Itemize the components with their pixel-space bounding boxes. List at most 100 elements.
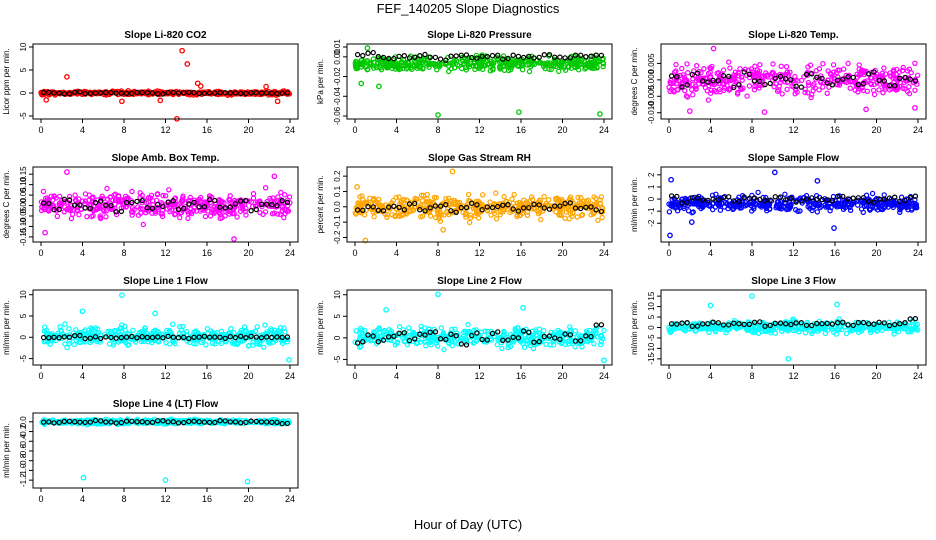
hourly-point: [103, 419, 109, 425]
data-point: [876, 87, 882, 93]
hourly-point: [746, 321, 753, 327]
panel-title: Slope Li-820 Pressure: [427, 30, 532, 41]
hourly-point: [757, 319, 763, 325]
data-point: [417, 65, 423, 71]
hourly-point: [212, 334, 218, 340]
data-point: [160, 421, 167, 427]
hourly-point: [212, 90, 218, 96]
data-point: [66, 207, 73, 213]
data-point: [167, 328, 173, 334]
data-point: [572, 344, 578, 350]
data-point: [541, 63, 547, 70]
hourly-point: [845, 74, 851, 80]
data-point: [191, 341, 197, 347]
hourly-point: [274, 334, 280, 340]
data-point: [575, 57, 582, 63]
hourly-point: [762, 81, 768, 88]
hourly-point: [144, 204, 150, 211]
hourly-point: [401, 53, 407, 59]
data-point: [742, 66, 748, 73]
hourly-point: [222, 89, 228, 96]
data-point: [401, 209, 407, 215]
hourly-point: [92, 90, 99, 96]
hourly-point: [56, 419, 62, 426]
hourly-point: [700, 197, 706, 203]
hourly-point: [432, 203, 439, 209]
data-point: [393, 194, 399, 201]
hourly-point: [489, 330, 496, 337]
hourly-point: [248, 333, 254, 339]
data-point: [521, 344, 528, 351]
hourly-point: [526, 205, 532, 211]
outlier-point: [834, 301, 840, 308]
data-point: [432, 335, 438, 342]
data-point: [62, 321, 68, 327]
outlier-point: [668, 176, 674, 183]
hourly-point: [375, 339, 381, 345]
hourly-point: [736, 321, 742, 327]
data-point: [733, 203, 740, 210]
y-tick-label: 5: [19, 67, 28, 72]
data-point: [601, 327, 607, 334]
data-point: [205, 208, 211, 214]
data-point: [418, 192, 425, 198]
hourly-point: [258, 335, 265, 341]
hourly-point: [458, 204, 464, 211]
data-point: [396, 194, 402, 200]
data-point: [264, 198, 270, 205]
hourly-point: [479, 53, 485, 60]
data-point: [472, 212, 478, 219]
data-point: [578, 194, 584, 201]
data-point: [841, 66, 847, 72]
x-tick-label: 20: [557, 248, 567, 258]
data-point: [807, 62, 814, 68]
data-point: [384, 214, 390, 220]
data-point: [285, 203, 291, 209]
hourly-point: [87, 335, 94, 341]
hourly-point: [375, 53, 381, 60]
hourly-point: [61, 334, 68, 340]
hourly-point: [134, 335, 140, 341]
data-point: [751, 86, 758, 93]
hourly-point: [258, 90, 265, 96]
data-point: [735, 70, 741, 76]
hourly-point: [751, 195, 758, 201]
hourly-point: [201, 90, 208, 97]
hourly-point: [588, 53, 594, 59]
data-point: [529, 334, 535, 340]
data-point: [693, 77, 700, 84]
hourly-point: [777, 194, 784, 200]
hourly-point: [731, 320, 737, 326]
hourly-point: [406, 55, 413, 61]
series-points: [352, 52, 607, 75]
data-point: [363, 58, 369, 64]
data-point: [368, 61, 374, 68]
data-point: [685, 208, 692, 214]
hourly-point: [463, 342, 470, 348]
x-tick-label: 20: [557, 125, 567, 135]
hourly-point: [165, 419, 171, 425]
hourly-point: [186, 89, 192, 96]
data-point: [585, 338, 591, 345]
y-axis-label: ml/min per min.: [630, 177, 639, 232]
hourly-point: [180, 419, 187, 426]
data-point: [118, 197, 124, 203]
hourly-point: [819, 321, 825, 327]
data-point: [551, 330, 558, 336]
data-point: [690, 321, 696, 327]
hourly-point: [541, 333, 548, 340]
data-point: [508, 66, 514, 73]
outlier-point: [516, 109, 522, 115]
hourly-point: [463, 52, 470, 58]
data-point: [162, 193, 169, 199]
hourly-point: [505, 55, 511, 62]
hourly-point: [741, 194, 747, 200]
y-tick-label: 5: [19, 313, 28, 318]
y-tick-label: 10: [19, 42, 28, 51]
hourly-point: [253, 334, 259, 340]
hourly-point: [134, 419, 140, 425]
hourly-point: [860, 319, 867, 326]
data-point: [66, 326, 72, 332]
